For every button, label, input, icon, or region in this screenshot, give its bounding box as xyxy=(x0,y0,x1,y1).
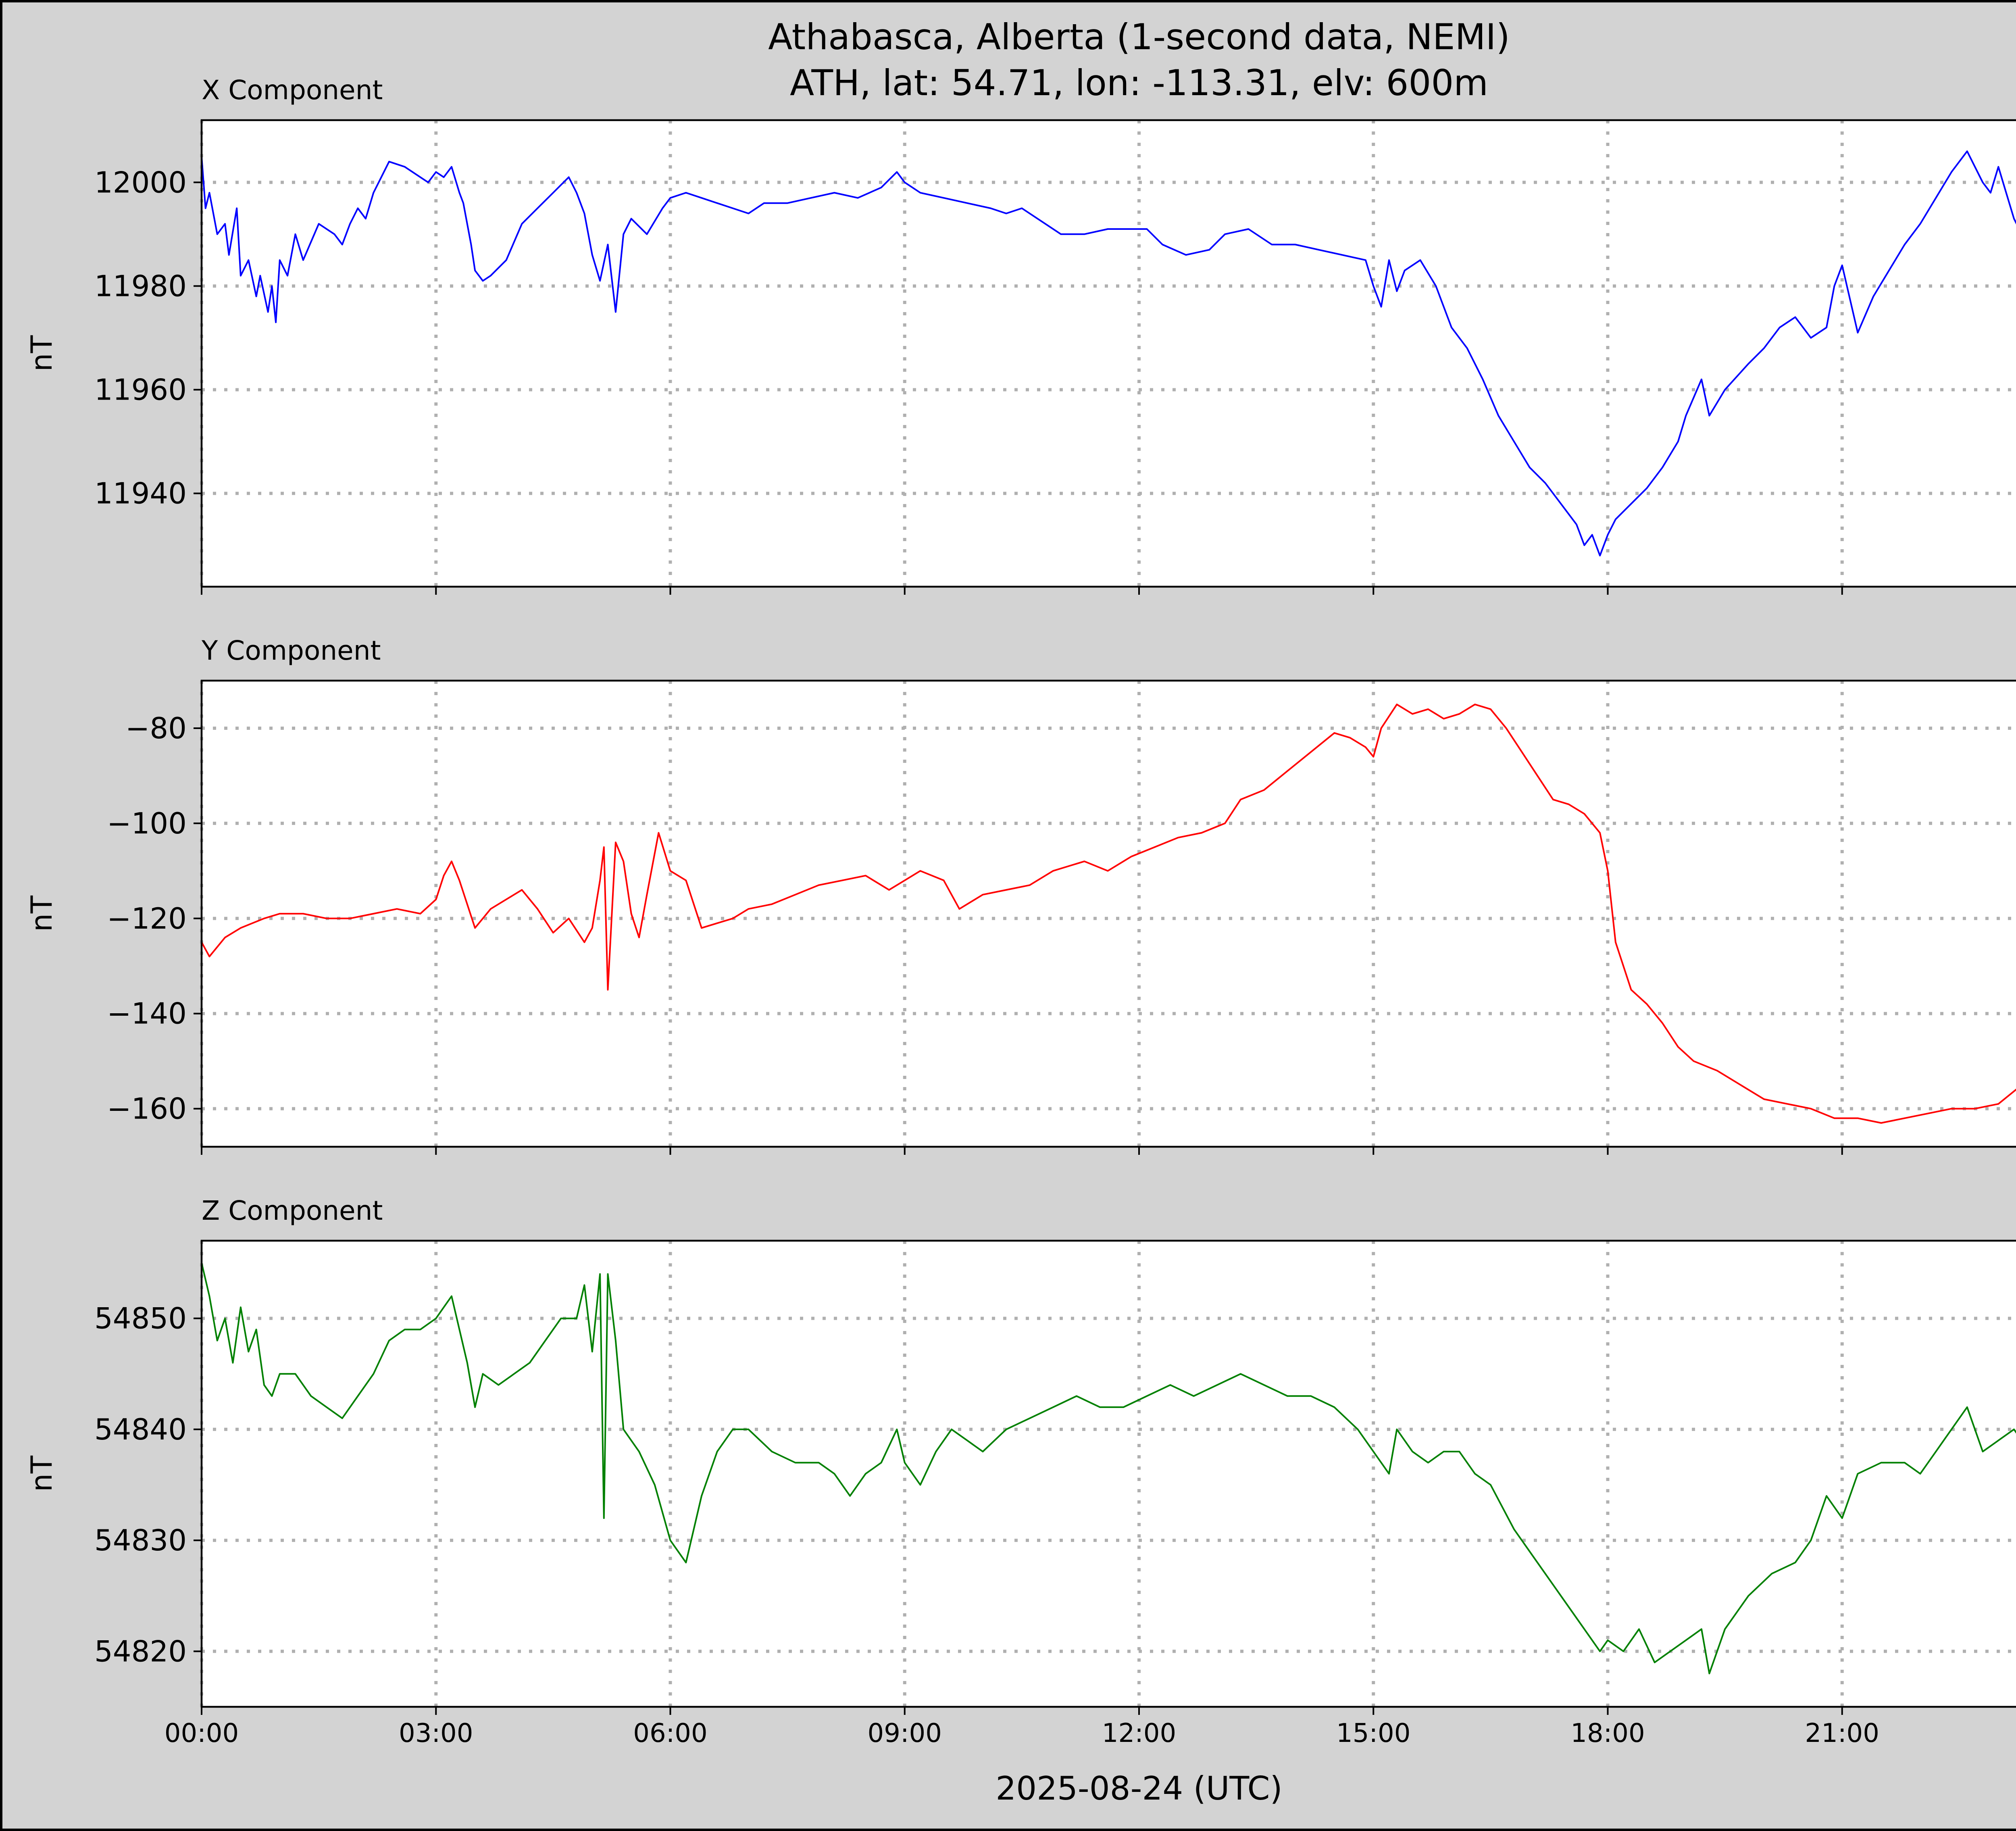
z-xtick-label-1: 03:00 xyxy=(399,1719,473,1748)
z-ytick-label-2: 54840 xyxy=(94,1412,187,1446)
y-ytick-label-3: −100 xyxy=(107,806,187,840)
panel-z: 00:00 03:00 06:00 09:00 12:00 15:00 18:00 21:00… xyxy=(25,1195,2016,1748)
y-ytick-label-1: −140 xyxy=(107,997,187,1031)
z-ylabel: nT xyxy=(25,1455,58,1492)
x-ytick-label-3: 12000 xyxy=(94,165,187,199)
z-xtick-label-0: 00:00 xyxy=(165,1719,239,1748)
z-ytick-label-1: 54830 xyxy=(94,1523,187,1557)
x-series-line xyxy=(201,150,2016,556)
panel-y: −160 −140 −120 −100 −80 Y Component nT xyxy=(25,635,2016,1155)
x-ylabel: nT xyxy=(25,335,58,372)
x-plot-area xyxy=(202,120,2016,587)
z-ytick-label-0: 54820 xyxy=(94,1634,187,1668)
y-ytick-label-4: −80 xyxy=(125,711,187,745)
y-ytick-label-0: −160 xyxy=(107,1092,187,1126)
x-axis-label: 2025-08-24 (UTC) xyxy=(996,1770,1282,1807)
x-ytick-label-2: 11980 xyxy=(94,269,187,303)
z-xtick-label-6: 18:00 xyxy=(1570,1719,1645,1748)
z-plot-area xyxy=(202,1241,2016,1707)
figure-title-line2: ATH, lat: 54.71, lon: -113.31, elv: 600m xyxy=(790,62,1488,104)
z-xtick-label-7: 21:00 xyxy=(1805,1719,1879,1748)
x-panel-title: X Component xyxy=(202,75,383,106)
x-ytick-label-0: 11940 xyxy=(94,477,187,510)
z-xtick-label-5: 15:00 xyxy=(1336,1719,1410,1748)
x-ytick-label-1: 11960 xyxy=(94,373,187,406)
y-ylabel: nT xyxy=(25,895,58,932)
z-xtick-label-2: 06:00 xyxy=(633,1719,707,1748)
panel-x: 11940 11960 11980 12000 X Component nT xyxy=(25,75,2016,595)
figure-title-line1: Athabasca, Alberta (1-second data, NEMI) xyxy=(768,16,1510,58)
z-panel-title: Z Component xyxy=(202,1195,383,1226)
z-ytick-label-3: 54850 xyxy=(94,1302,187,1335)
y-series-line xyxy=(201,704,2016,1124)
z-series-line xyxy=(201,1262,2016,1675)
y-ytick-label-2: −120 xyxy=(107,902,187,935)
y-plot-area xyxy=(202,681,2016,1147)
z-xtick-label-3: 09:00 xyxy=(868,1719,942,1748)
z-xtick-label-4: 12:00 xyxy=(1102,1719,1176,1748)
y-panel-title: Y Component xyxy=(201,635,381,666)
